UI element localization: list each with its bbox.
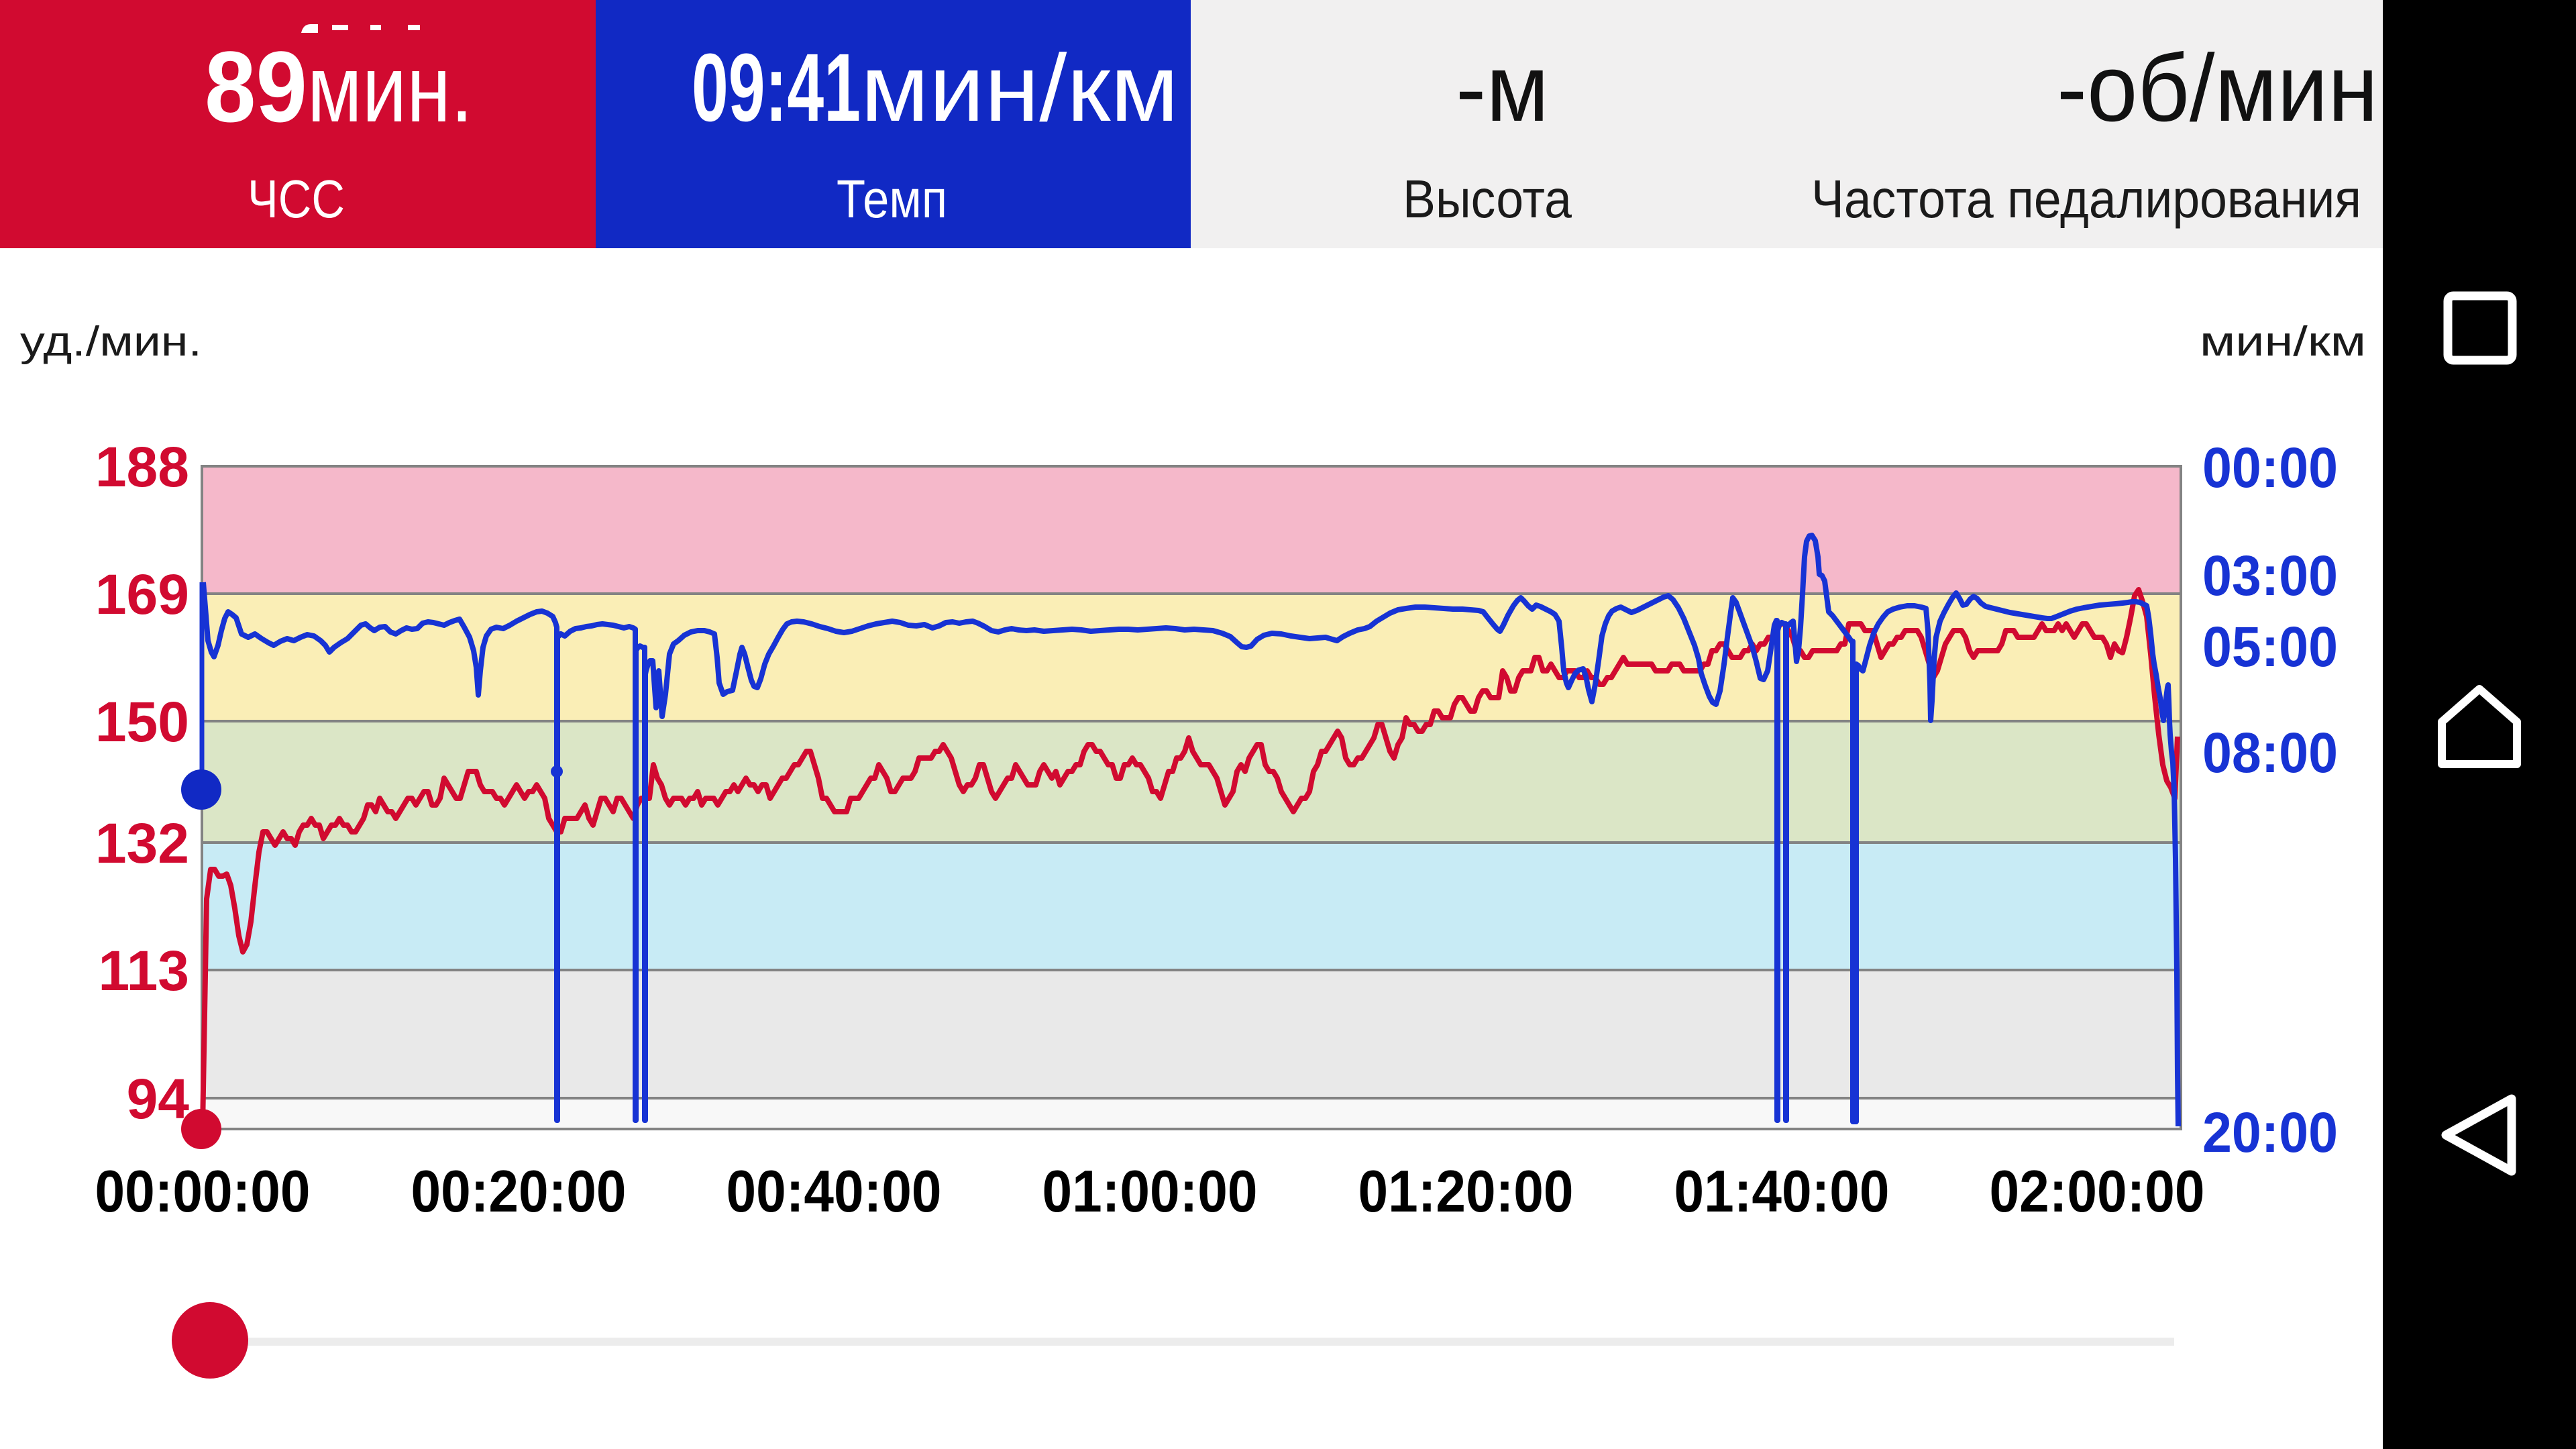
svg-text:01:20:00: 01:20:00 xyxy=(1358,1158,1574,1224)
svg-text:мин.: мин. xyxy=(307,36,473,142)
svg-text:94: 94 xyxy=(127,1067,190,1130)
svg-text:00:00:00: 00:00:00 xyxy=(95,1158,311,1224)
svg-text:132: 132 xyxy=(95,812,189,875)
svg-text:169: 169 xyxy=(95,563,189,626)
svg-text:08:00: 08:00 xyxy=(2202,721,2338,784)
svg-text:150: 150 xyxy=(95,690,189,753)
svg-text:03:00: 03:00 xyxy=(2202,544,2338,607)
svg-text:-об/мин: -об/мин xyxy=(2057,35,2378,142)
svg-text:мин/км: мин/км xyxy=(861,35,1179,142)
svg-text:20:00: 20:00 xyxy=(2202,1101,2338,1164)
svg-text:01:40:00: 01:40:00 xyxy=(1674,1158,1890,1224)
svg-text:02:00:00: 02:00:00 xyxy=(1990,1158,2205,1224)
svg-text:01:00:00: 01:00:00 xyxy=(1042,1158,1258,1224)
svg-text:Высота: Высота xyxy=(1403,169,1572,229)
svg-text:Частота педалирования: Частота педалирования xyxy=(1811,169,2361,229)
svg-text:уд./мин.: уд./мин. xyxy=(20,319,202,365)
svg-text:мин/км: мин/км xyxy=(2200,319,2366,365)
svg-text:09:41: 09:41 xyxy=(692,34,861,142)
svg-text:00:00: 00:00 xyxy=(2202,436,2338,499)
svg-text:188: 188 xyxy=(95,435,189,498)
svg-text:00:40:00: 00:40:00 xyxy=(727,1158,942,1224)
svg-text:ЧСС: ЧСС xyxy=(248,169,345,229)
svg-text:00:20:00: 00:20:00 xyxy=(411,1158,627,1224)
svg-text:Темп: Темп xyxy=(837,169,947,229)
svg-text:05:00: 05:00 xyxy=(2202,615,2338,678)
svg-text:-м: -м xyxy=(1456,35,1549,142)
svg-text:113: 113 xyxy=(98,939,189,1002)
svg-text:89: 89 xyxy=(205,30,307,143)
